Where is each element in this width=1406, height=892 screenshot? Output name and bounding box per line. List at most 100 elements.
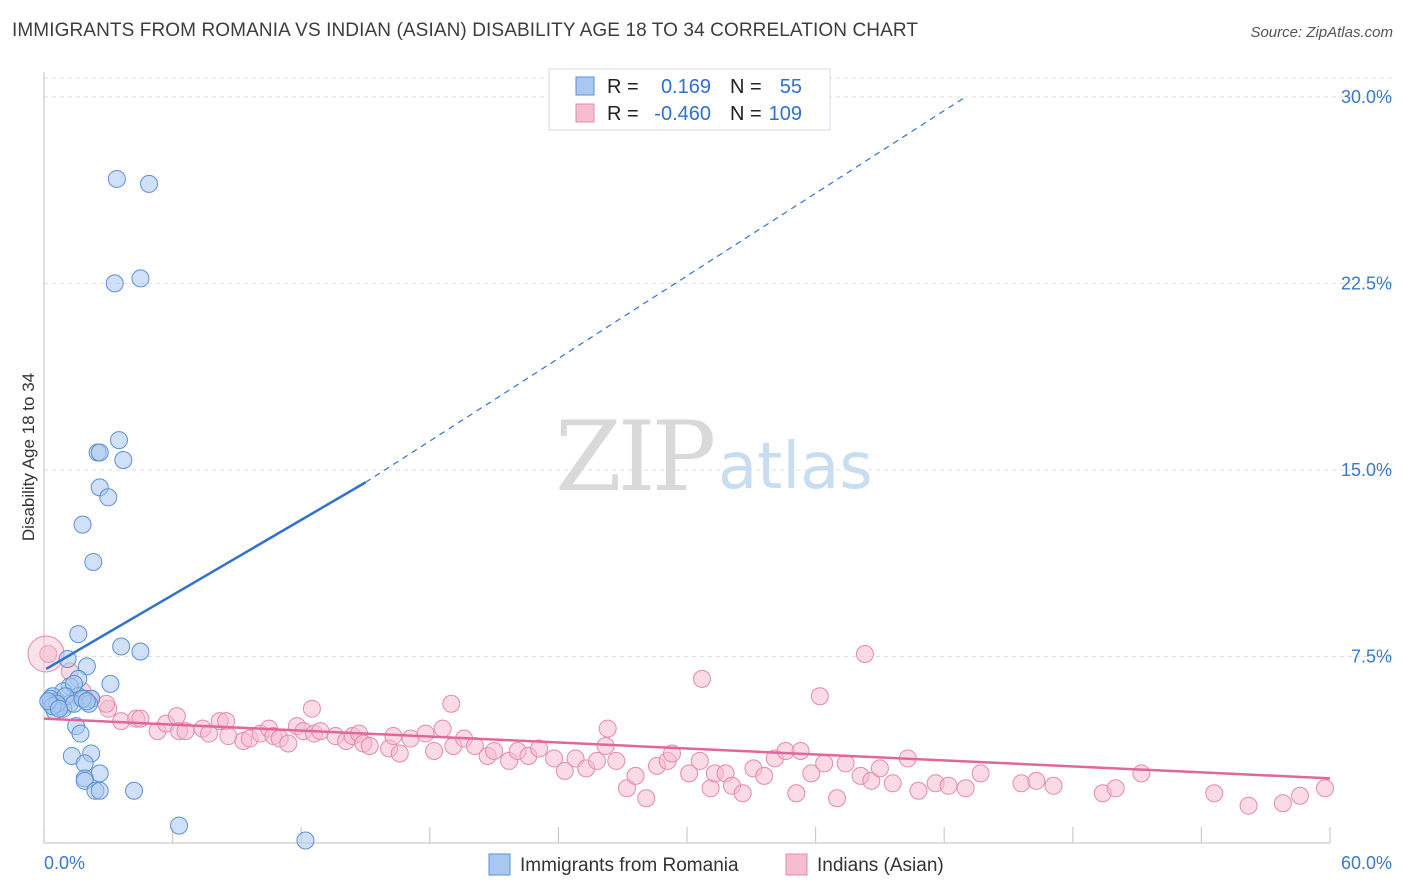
data-point (733, 784, 752, 803)
data-point (107, 169, 126, 188)
data-point (99, 488, 118, 507)
legend-r-value-1: 0.169 (661, 76, 711, 98)
y-tick-label: 30.0% (1341, 87, 1392, 107)
data-point (296, 831, 315, 850)
legend-n-label-2: N = (730, 103, 762, 125)
data-point (971, 764, 990, 783)
data-point (442, 694, 461, 713)
data-point (909, 781, 928, 800)
series-indians-asian (27, 635, 1334, 815)
data-point (114, 450, 133, 469)
data-point (815, 754, 834, 773)
data-point (401, 729, 420, 748)
legend-n-label-1: N = (730, 76, 762, 98)
legend-r-value-2: -0.460 (654, 103, 711, 125)
data-point (1239, 796, 1258, 815)
bottom-legend-swatch-pink (785, 853, 808, 876)
data-point (791, 741, 810, 760)
data-point (97, 694, 116, 713)
data-point (810, 687, 829, 706)
y-tick-label: 22.5% (1341, 273, 1392, 293)
data-point (90, 764, 109, 783)
data-point (50, 699, 69, 718)
correlation-legend: R = 0.169 N = 55 R = -0.460 N = 109 (548, 68, 831, 131)
gridlines (43, 77, 1392, 843)
trendline-romania-extension (365, 96, 966, 483)
trendline-romania (45, 481, 367, 670)
data-point (112, 637, 131, 656)
data-point (105, 274, 124, 293)
data-point (690, 751, 709, 770)
data-point (862, 771, 881, 790)
data-point (701, 779, 720, 798)
axes (43, 72, 1330, 844)
trendlines (43, 96, 1331, 780)
data-point (1273, 794, 1292, 813)
watermark: ZIP atlas (555, 401, 873, 513)
watermark-atlas: atlas (718, 430, 873, 504)
bottom-legend-label-indians: Indians (Asian) (817, 855, 944, 876)
data-point (617, 779, 636, 798)
data-point (637, 789, 656, 808)
data-point (855, 644, 874, 663)
chart-title: IMMIGRANTS FROM ROMANIA VS INDIAN (ASIAN… (12, 20, 919, 41)
legend-n-value-2: 109 (769, 103, 802, 125)
data-point (607, 751, 626, 770)
data-point (167, 707, 186, 726)
y-tick-label: 15.0% (1341, 460, 1392, 480)
data-point (545, 749, 564, 768)
bottom-legend-label-romania: Immigrants from Romania (520, 855, 739, 876)
legend-r-label-2: R = (607, 103, 639, 125)
data-point (787, 784, 806, 803)
legend-box (548, 68, 831, 131)
data-point (433, 719, 452, 738)
x-tick-label-max: 60.0% (1341, 853, 1392, 873)
data-point (587, 751, 606, 770)
legend-swatch-pink (575, 103, 595, 123)
data-point (39, 644, 58, 663)
data-point (69, 625, 88, 644)
data-point (485, 741, 504, 760)
y-tick-label: 7.5% (1351, 646, 1392, 666)
data-point (90, 443, 109, 462)
data-point (1027, 771, 1046, 790)
data-point (425, 741, 444, 760)
data-point (870, 759, 889, 778)
data-point (73, 515, 92, 534)
source-credit: Source: ZipAtlas.com (1250, 24, 1393, 41)
data-point (140, 174, 159, 193)
bottom-legend-swatch-blue (488, 853, 511, 876)
bottom-legend: Immigrants from Romania Indians (Asian) (488, 853, 944, 876)
data-point (65, 674, 84, 693)
data-point (71, 724, 90, 743)
data-point (555, 761, 574, 780)
legend-r-label-1: R = (607, 76, 639, 98)
data-point (131, 642, 150, 661)
legend-n-value-1: 55 (780, 76, 802, 98)
data-point (90, 781, 109, 800)
data-point (1290, 786, 1309, 805)
y-axis-label: Disability Age 18 to 34 (19, 373, 38, 541)
data-point (125, 781, 144, 800)
data-point (693, 669, 712, 688)
data-point (802, 764, 821, 783)
data-point (77, 692, 96, 711)
series-immigrants-from-romania (39, 169, 315, 850)
data-point (390, 744, 409, 763)
data-point (939, 776, 958, 795)
data-point (131, 269, 150, 288)
data-point (416, 724, 435, 743)
data-point (302, 699, 321, 718)
data-point (219, 727, 238, 746)
legend-swatch-blue (575, 76, 595, 96)
data-point (77, 657, 96, 676)
data-point (776, 741, 795, 760)
x-tick-label-min: 0.0% (44, 853, 85, 873)
data-point (279, 734, 298, 753)
data-point (1012, 774, 1031, 793)
data-point (680, 764, 699, 783)
data-point (828, 789, 847, 808)
data-point (598, 719, 617, 738)
data-point (110, 431, 129, 450)
